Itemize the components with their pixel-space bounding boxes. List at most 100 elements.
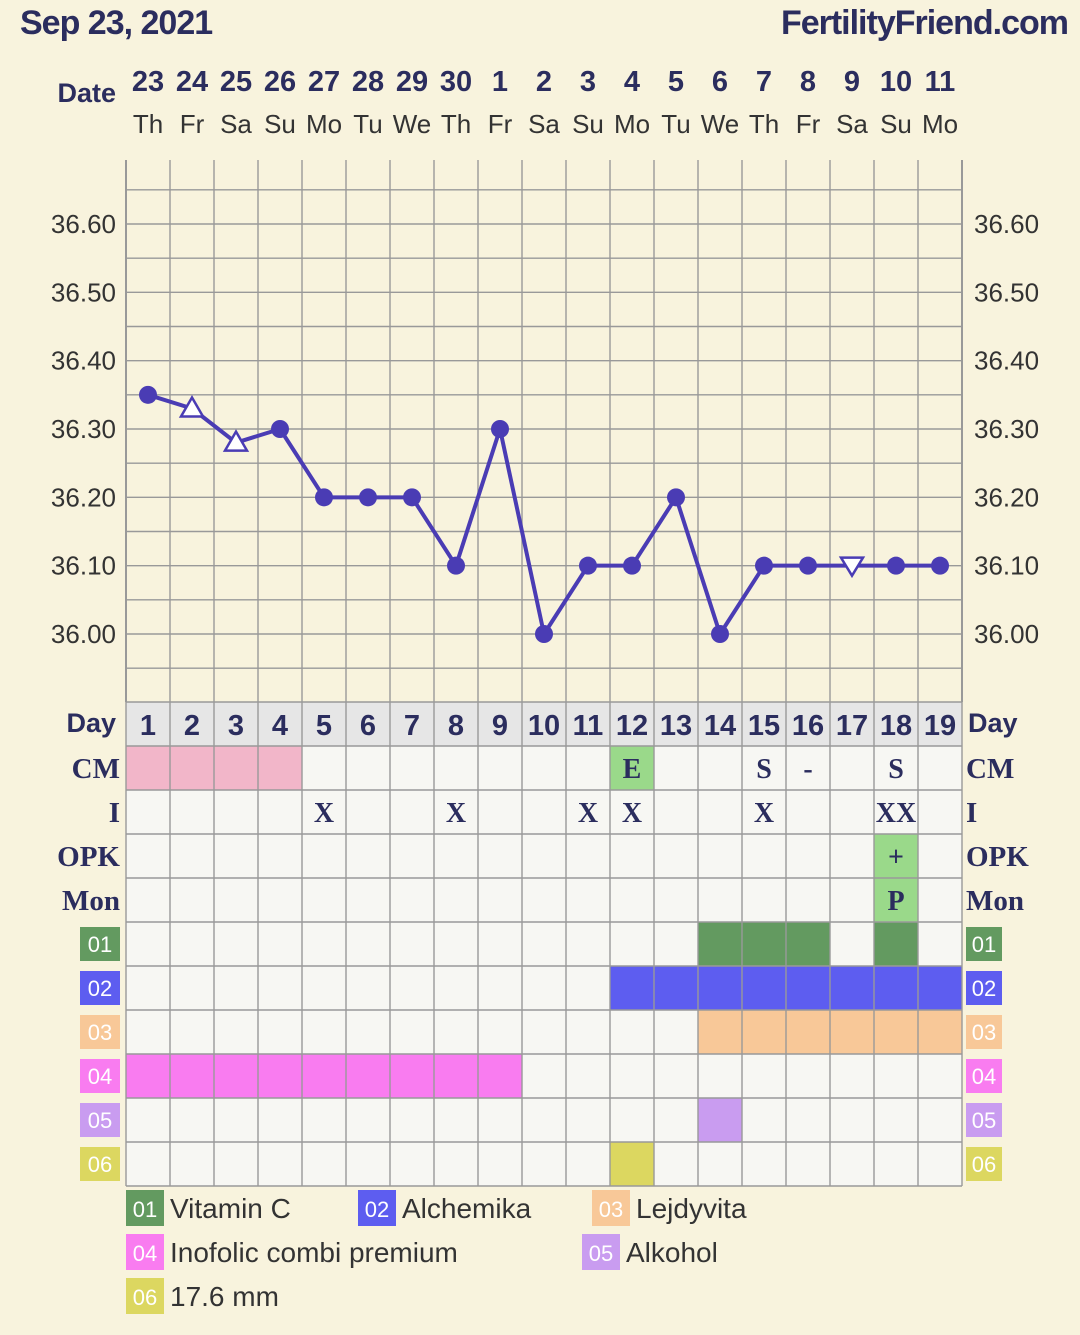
observation-mark: XX xyxy=(876,798,916,829)
medication-badge-left xyxy=(80,1147,120,1181)
observation-cell xyxy=(258,790,302,834)
medication-cell xyxy=(698,1010,742,1054)
medication-cell xyxy=(390,1142,434,1186)
day-number: 1 xyxy=(140,710,156,742)
medication-cell xyxy=(698,1054,742,1098)
observation-cell xyxy=(566,746,610,790)
medication-code-left: 03 xyxy=(88,1020,112,1045)
medication-cell xyxy=(610,1142,654,1186)
observation-cell xyxy=(654,834,698,878)
medication-cell xyxy=(126,966,170,1010)
legend-swatch xyxy=(582,1234,620,1270)
medication-cell xyxy=(610,1098,654,1142)
day-number: 5 xyxy=(316,710,332,742)
date-label: 27 xyxy=(308,66,340,98)
day-number: 16 xyxy=(792,710,824,742)
medication-cell xyxy=(346,1142,390,1186)
observation-cell xyxy=(390,878,434,922)
temperature-point xyxy=(755,556,773,575)
medication-cell xyxy=(786,922,830,966)
date-label: 10 xyxy=(880,66,912,98)
medication-cell xyxy=(742,1098,786,1142)
temperature-point xyxy=(667,488,685,507)
y-tick-right: 36.50 xyxy=(974,277,1039,307)
medication-cell xyxy=(874,1010,918,1054)
observation-cell xyxy=(434,834,478,878)
medication-cell xyxy=(874,966,918,1010)
observation-cell xyxy=(874,746,918,790)
observation-cell xyxy=(786,878,830,922)
date-label: 23 xyxy=(132,66,164,98)
observation-mark: X xyxy=(578,798,598,829)
medication-cell xyxy=(126,1098,170,1142)
weekday-label: Mo xyxy=(922,109,958,139)
weekday-label: Su xyxy=(572,109,604,139)
temperature-point xyxy=(931,556,949,575)
temperature-point-open xyxy=(178,395,206,418)
weekday-label: Fr xyxy=(180,109,205,139)
day-number: 12 xyxy=(616,710,648,742)
y-tick-left: 36.30 xyxy=(51,414,116,444)
medication-cell xyxy=(830,922,874,966)
medication-cell xyxy=(126,922,170,966)
medication-badge-left xyxy=(80,1103,120,1137)
medication-cell xyxy=(478,1098,522,1142)
weekday-label: Fr xyxy=(796,109,821,139)
observation-cell xyxy=(258,878,302,922)
medication-cell xyxy=(654,922,698,966)
medication-badge-left xyxy=(80,1015,120,1049)
observation-cell xyxy=(874,878,918,922)
medication-cell xyxy=(170,1054,214,1098)
observation-mark: + xyxy=(888,842,904,873)
temperature-point xyxy=(535,625,553,643)
observation-cell xyxy=(654,790,698,834)
medication-code-left: 06 xyxy=(88,1152,112,1177)
medication-cell xyxy=(434,922,478,966)
medication-cell xyxy=(214,1098,258,1142)
medication-cell xyxy=(654,1098,698,1142)
medication-cell xyxy=(522,966,566,1010)
y-tick-right: 36.20 xyxy=(974,482,1039,512)
medication-cell xyxy=(698,966,742,1010)
medication-code-right: 03 xyxy=(972,1020,996,1045)
weekday-label: Th xyxy=(133,109,163,139)
date-label: 4 xyxy=(624,66,640,98)
weekday-label: Mo xyxy=(614,109,650,139)
day-row-bg xyxy=(126,702,962,746)
medication-code-left: 01 xyxy=(88,932,112,957)
temperature-point xyxy=(799,556,817,575)
observation-cell xyxy=(214,746,258,790)
row-label-right: CM xyxy=(966,753,1014,785)
temperature-point xyxy=(315,488,333,507)
medication-code-left: 02 xyxy=(88,976,112,1001)
day-number: 7 xyxy=(404,710,420,742)
legend-label: Alchemika xyxy=(402,1193,532,1224)
observation-cell xyxy=(698,878,742,922)
day-number: 17 xyxy=(836,710,868,742)
observation-cell xyxy=(918,878,962,922)
day-number: 10 xyxy=(528,710,560,742)
medication-cell xyxy=(698,1098,742,1142)
observation-mark: S xyxy=(888,754,904,785)
observation-cell xyxy=(786,790,830,834)
legend-code: 03 xyxy=(599,1197,623,1222)
medication-cell xyxy=(786,1054,830,1098)
weekday-label: Th xyxy=(441,109,471,139)
weekday-label: Mo xyxy=(306,109,342,139)
date-label: 29 xyxy=(396,66,428,98)
y-tick-right: 36.30 xyxy=(974,414,1039,444)
observation-cell xyxy=(126,746,170,790)
date-label: 11 xyxy=(925,66,956,98)
weekday-label: Th xyxy=(749,109,779,139)
observation-cell xyxy=(566,834,610,878)
medication-cell xyxy=(214,1010,258,1054)
observation-cell xyxy=(654,746,698,790)
medication-cell xyxy=(390,1010,434,1054)
observation-cell xyxy=(170,878,214,922)
medication-code-left: 04 xyxy=(88,1064,112,1089)
weekday-label: Fr xyxy=(488,109,513,139)
temperature-point xyxy=(491,420,509,438)
date-label: 30 xyxy=(440,66,472,98)
day-number: 19 xyxy=(924,710,956,742)
medication-cell xyxy=(918,922,962,966)
